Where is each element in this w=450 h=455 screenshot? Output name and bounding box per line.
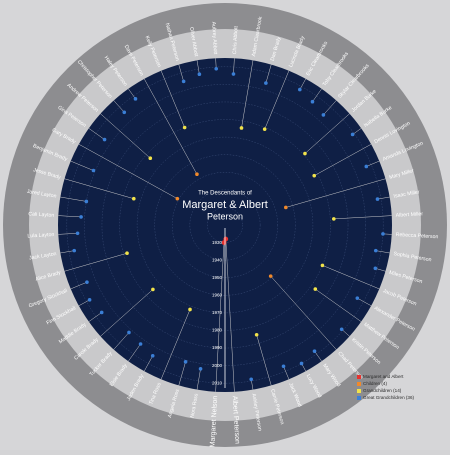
person-dot xyxy=(264,81,268,85)
person-dot xyxy=(88,298,92,302)
year-label: 1940 xyxy=(212,257,223,262)
legend-label: Margaret and Albert xyxy=(363,374,404,379)
person-dot xyxy=(249,377,253,381)
person-dot xyxy=(148,156,152,160)
person-dot xyxy=(76,231,80,235)
person-dot xyxy=(139,342,143,346)
legend-swatch xyxy=(357,396,361,400)
person-dot xyxy=(103,138,107,142)
person-dot xyxy=(176,197,180,201)
person-dot xyxy=(151,354,155,358)
person-dot xyxy=(376,197,380,201)
year-label: 1960 xyxy=(212,293,223,298)
person-dot xyxy=(214,67,218,71)
person-dot xyxy=(263,127,267,131)
person-dot xyxy=(72,249,76,253)
person-dot xyxy=(125,251,129,255)
person-dot xyxy=(122,110,126,114)
title-line: The Descendants of xyxy=(198,191,252,197)
person-dot xyxy=(284,206,288,210)
person-dot xyxy=(85,200,89,204)
person-dot xyxy=(314,287,318,291)
person-dot xyxy=(151,288,155,292)
person-dot xyxy=(199,367,203,371)
legend-label: Children (4) xyxy=(363,381,387,386)
person-dot xyxy=(183,126,187,130)
person-dot xyxy=(222,240,227,245)
legend-swatch xyxy=(357,382,361,386)
person-dot xyxy=(340,327,344,331)
person-dot xyxy=(303,152,307,156)
year-label: 2000 xyxy=(212,363,223,368)
person-dot xyxy=(298,88,302,92)
person-dot xyxy=(79,215,83,219)
person-dot xyxy=(85,280,89,284)
person-dot xyxy=(195,172,199,176)
person-dot xyxy=(184,360,188,364)
legend-label: Grandchildren (14) xyxy=(363,388,402,393)
person-dot xyxy=(92,169,96,173)
person-dot xyxy=(322,113,326,117)
person-dot xyxy=(134,97,138,101)
year-label: 1930 xyxy=(212,240,223,245)
person-dot xyxy=(300,362,304,366)
person-dot xyxy=(182,80,186,84)
person-dot xyxy=(321,264,325,268)
person-dot xyxy=(188,308,192,312)
year-labels: 1930 1940 1950 1960 1970 1980 1990 2000 2010 xyxy=(212,240,223,386)
person-dot xyxy=(282,364,286,368)
title-main: Peterson xyxy=(207,211,243,221)
person-dot xyxy=(313,349,317,353)
person-dot xyxy=(312,174,316,178)
person-dot xyxy=(132,197,136,201)
title-main: Margaret & Albert xyxy=(182,199,268,211)
person-dot xyxy=(351,133,355,137)
person-dot xyxy=(100,311,104,315)
person-dot xyxy=(364,165,368,169)
person-dot xyxy=(198,72,202,76)
year-label: 1980 xyxy=(212,328,223,333)
legend-swatch xyxy=(357,389,361,393)
person-dot xyxy=(311,100,315,104)
year-label: 1990 xyxy=(212,345,223,350)
legend-label: Great Grandchildren (36) xyxy=(363,395,415,400)
person-dot xyxy=(356,296,360,300)
person-dot xyxy=(381,232,385,236)
year-label: 1970 xyxy=(212,310,223,315)
person-dot xyxy=(232,72,236,76)
person-dot xyxy=(269,274,273,278)
year-label: 1950 xyxy=(212,275,223,280)
person-dot xyxy=(332,217,336,221)
year-label: 2010 xyxy=(212,380,223,385)
person-dot xyxy=(255,333,259,337)
person-dot xyxy=(127,331,131,335)
legend-swatch xyxy=(357,375,361,379)
person-dot xyxy=(240,126,244,130)
person-dot xyxy=(374,267,378,271)
person-dot xyxy=(374,249,378,253)
